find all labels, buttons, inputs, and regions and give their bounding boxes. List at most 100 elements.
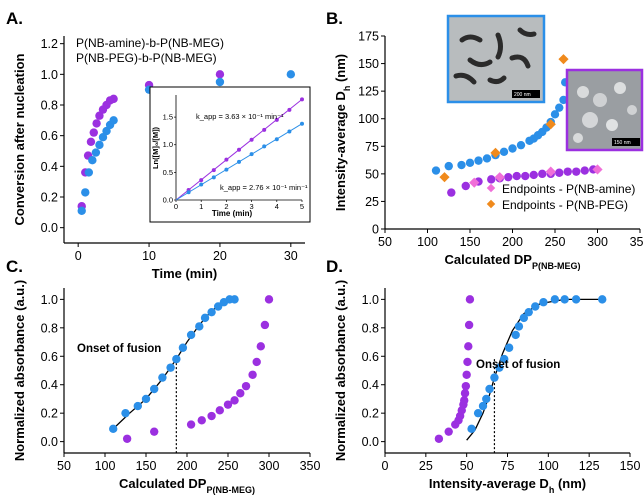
inset-data-point: [211, 175, 216, 180]
y-tick-label: 0.6: [41, 350, 58, 364]
scalebar-worms: 200 nm: [514, 92, 531, 98]
legend-b-peg: Endpoints - P(NB-PEG): [502, 198, 628, 212]
x-tick-label: 30: [284, 249, 298, 263]
x-tick-label: 300: [587, 235, 608, 249]
data-point: [512, 171, 521, 181]
legend-a-series-1: P(NB-amine)-b-P(NB-MEG): [76, 36, 224, 50]
y-tick-label: 0.4: [362, 378, 379, 392]
y-tick-label: 0.2: [41, 191, 58, 205]
inset-plot: 0 1 2 3 4 5 0.0 0.5 1.0 1.5: [163, 95, 304, 211]
y-tick-label: 0.8: [41, 99, 58, 113]
inset-y-tick-label: 0.5: [163, 168, 173, 177]
data-point: [529, 170, 538, 180]
inset-data-point: [186, 190, 191, 195]
data-point: [482, 394, 491, 404]
data-point: [444, 161, 453, 171]
data-point: [461, 381, 471, 391]
x-tick-label: 50: [57, 459, 71, 473]
data-point: [195, 322, 204, 331]
y-tick-label: 0.6: [41, 129, 58, 143]
data-point: [467, 424, 476, 434]
inset-x-tick-label: 1: [199, 202, 203, 211]
inset-data-point: [224, 157, 229, 162]
panel-b-letter: B.: [326, 9, 343, 28]
y-axis-label-subscript: h: [342, 86, 352, 92]
legend-a-series-2: P(NB-PEG)-b-P(NB-MEG): [76, 51, 217, 65]
data-point: [511, 330, 520, 340]
data-point: [457, 160, 466, 170]
inset-x-tick-label: 2: [224, 202, 228, 211]
y-tick-label: 0.0: [41, 435, 58, 449]
x-tick-label: 200: [177, 459, 198, 473]
data-point: [464, 320, 474, 330]
annotation-d-onset: Onset of fusion: [476, 359, 560, 371]
data-point: [555, 168, 564, 177]
y-tick-label: 175: [358, 30, 379, 44]
inset-x-tick-label: 5: [300, 202, 304, 211]
data-point: [89, 128, 98, 137]
data-point: [236, 389, 245, 398]
x-tick-label: 25: [419, 459, 433, 473]
inset-data-point: [262, 127, 267, 132]
data-point: [524, 307, 533, 317]
data-point: [571, 295, 581, 304]
inset-data-point: [262, 144, 267, 149]
data-point: [166, 363, 175, 372]
x-tick-label: 50: [460, 459, 474, 473]
fit-curve: [466, 298, 603, 441]
scalebar-spheres: 150 nm: [614, 140, 631, 146]
data-point: [150, 384, 159, 394]
data-point: [572, 167, 581, 176]
data-point: [121, 408, 130, 418]
data-point: [264, 295, 274, 304]
data-point: [444, 427, 453, 436]
inset-y-tick-label: 1.5: [163, 113, 173, 122]
y-tick-label: 0.2: [362, 407, 379, 421]
data-point: [474, 156, 483, 165]
y-tick-label: 1.0: [41, 68, 58, 82]
y-tick-label: 0: [372, 223, 379, 237]
x-tick-label: 20: [213, 249, 227, 263]
inset-data-point: [199, 178, 204, 183]
data-point: [580, 166, 589, 175]
inset-data-point: [237, 159, 241, 164]
data-point: [158, 373, 167, 382]
data-point-diamond: [469, 177, 480, 188]
data-point: [464, 342, 473, 351]
inset-xlabel: Time (min): [212, 209, 253, 218]
inset-rate-blue: k_app = 2.76 × 10⁻¹ min⁻¹: [220, 183, 308, 192]
data-point: [478, 401, 488, 411]
data-point: [563, 167, 572, 176]
data-point: [109, 424, 118, 434]
data-point: [84, 168, 94, 177]
y-tick-label: 0.4: [41, 378, 58, 392]
data-point: [213, 302, 223, 311]
y-axis-label: Normalized absorbance (a.u.): [333, 280, 348, 461]
data-point: [465, 295, 475, 304]
data-point: [550, 295, 560, 304]
y-axis-label: Intensity-average Dh (nm): [333, 54, 352, 211]
legend-b-marker-amine: [486, 183, 496, 193]
y-axis-label-unit: (nm): [333, 54, 348, 86]
inset-ylabel: Ln([M]₀/[M]): [151, 126, 160, 169]
data-point: [150, 427, 159, 436]
y-tick-label: 0.8: [41, 321, 58, 335]
data-point: [504, 172, 513, 182]
data-point-diamond: [494, 172, 505, 183]
data-point: [538, 169, 547, 179]
data-point: [260, 320, 270, 330]
x-axis-label: Time (min): [152, 266, 218, 281]
panel-d-letter: D.: [326, 257, 343, 276]
y-tick-label: 150: [358, 57, 379, 71]
x-tick-label: 200: [502, 235, 523, 249]
data-point: [286, 70, 296, 79]
y-tick-label: 25: [365, 195, 379, 209]
inset-data-point: [249, 137, 254, 142]
data-point: [434, 434, 444, 443]
inset-x-tick-label: 0: [174, 202, 178, 211]
y-tick-label: 0.4: [41, 160, 58, 174]
data-point: [86, 137, 96, 146]
data-point: [521, 171, 530, 181]
x-tick-label: 125: [579, 459, 600, 473]
